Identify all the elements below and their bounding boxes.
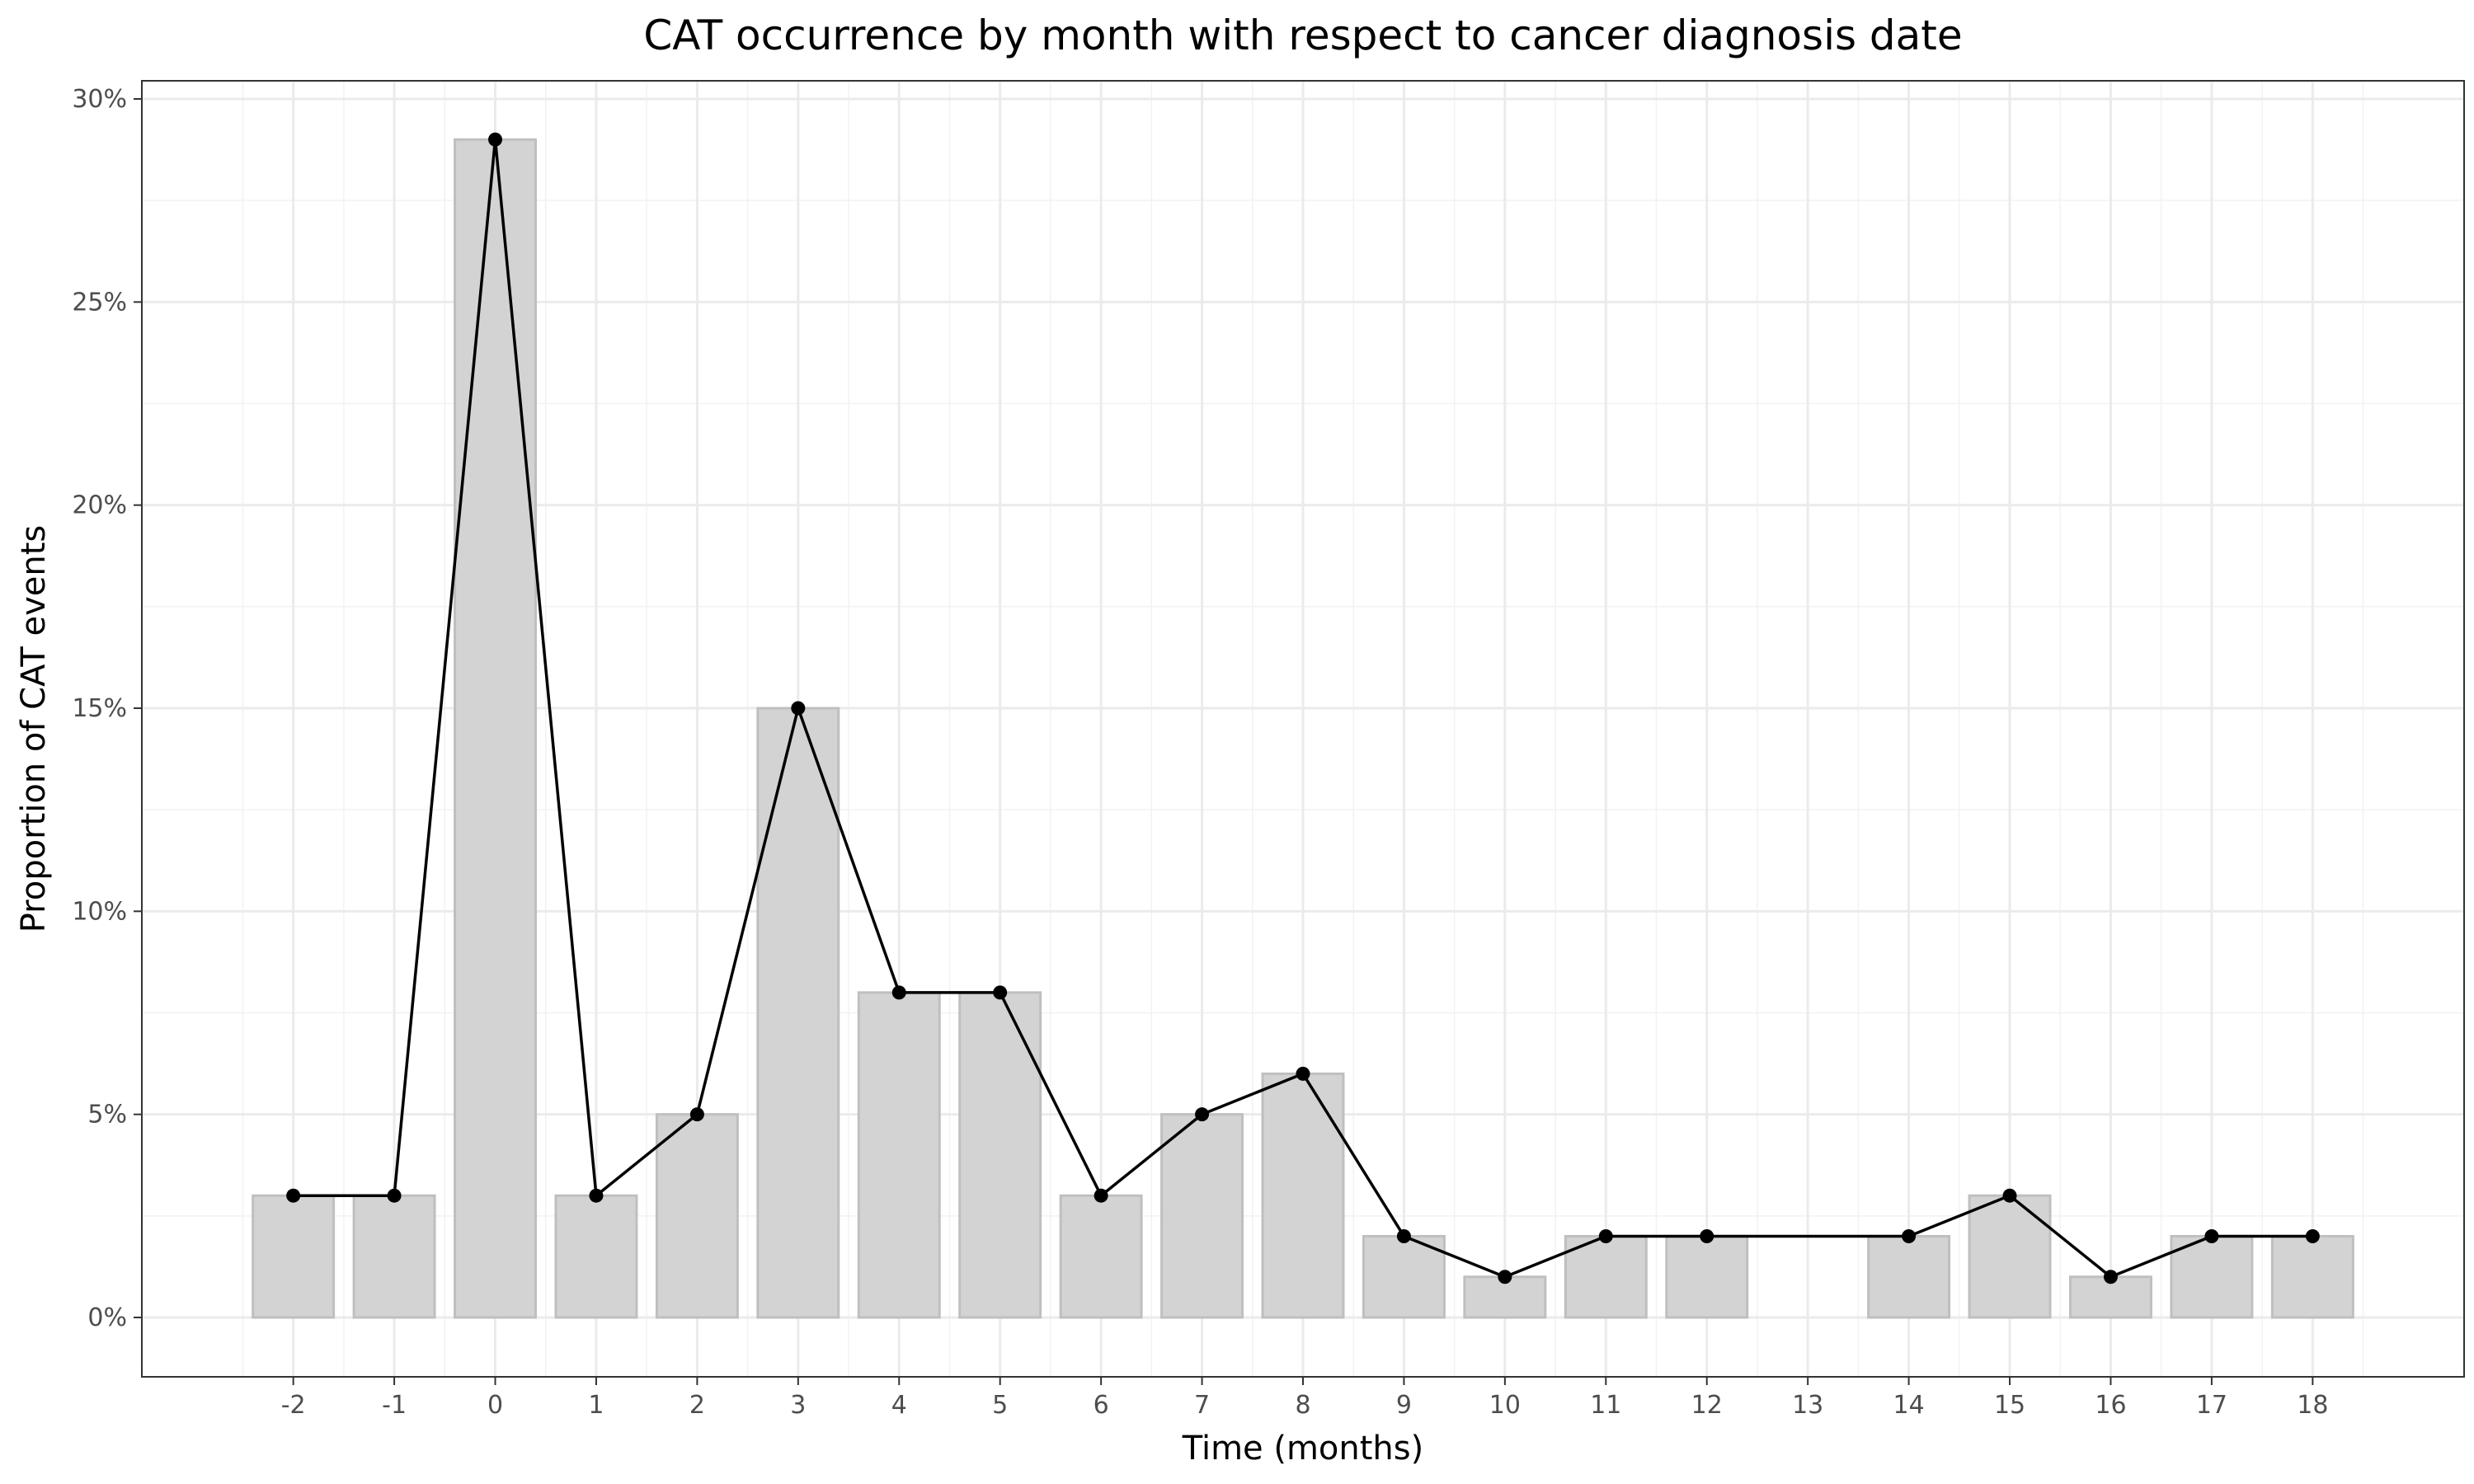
x-tick-label: 18 <box>2297 1391 2328 1420</box>
x-tick-label: 11 <box>1590 1391 1621 1420</box>
x-tick-label: -1 <box>382 1391 407 1420</box>
bar <box>454 138 537 1319</box>
x-tick-label: 5 <box>992 1391 1008 1420</box>
bar <box>1261 1072 1345 1319</box>
x-tick-label: 4 <box>891 1391 907 1420</box>
x-tick-label: 16 <box>2095 1391 2126 1420</box>
x-tick-label: 1 <box>588 1391 604 1420</box>
data-point <box>791 701 806 716</box>
series-line-path <box>293 138 2313 1279</box>
bars <box>252 138 2354 1319</box>
data-point <box>993 985 1008 1000</box>
data-point <box>1396 1228 1411 1243</box>
y-tick-label: 10% <box>72 897 127 926</box>
data-point <box>1094 1188 1108 1203</box>
data-point <box>2305 1228 2320 1243</box>
data-point <box>1700 1228 1714 1243</box>
x-axis-ticks: -2 -1 0 1 2 3 4 5 6 7 8 9 10 11 12 13 14 15 16 17 18 <box>281 1377 2328 1420</box>
bar <box>1665 1234 1749 1319</box>
x-tick-label: 12 <box>1691 1391 1723 1420</box>
data-point <box>689 1107 704 1122</box>
points <box>286 132 2320 1284</box>
y-tick-label: 25% <box>72 288 127 317</box>
bar <box>756 707 840 1319</box>
y-tick-label: 30% <box>72 85 127 114</box>
data-point <box>387 1188 402 1203</box>
bar <box>1968 1194 2052 1319</box>
x-tick-label: 8 <box>1295 1391 1310 1420</box>
bar <box>554 1194 638 1319</box>
y-axis-label: Proportion of CAT events <box>15 525 53 932</box>
x-tick-label: 10 <box>1489 1391 1521 1420</box>
series-line <box>293 138 2313 1279</box>
x-tick-label: 7 <box>1194 1391 1210 1420</box>
y-axis-ticks: 0% 5% 10% 15% 20% 25% 30% <box>72 85 142 1332</box>
x-tick-label: 0 <box>487 1391 503 1420</box>
y-tick-label: 15% <box>72 694 127 723</box>
x-tick-label: 14 <box>1893 1391 1925 1420</box>
data-point <box>1296 1066 1310 1081</box>
bar <box>2170 1234 2254 1319</box>
data-point <box>891 985 906 1000</box>
data-point <box>1598 1228 1613 1243</box>
x-tick-label: 6 <box>1094 1391 1109 1420</box>
data-point <box>2204 1228 2219 1243</box>
y-tick-label: 0% <box>87 1303 127 1332</box>
data-point <box>286 1188 301 1203</box>
bar <box>1059 1194 1143 1319</box>
bar <box>2270 1234 2354 1319</box>
bar <box>352 1194 436 1319</box>
chart-title: CAT occurrence by month with respect to … <box>643 12 1962 59</box>
y-tick-label: 5% <box>87 1101 127 1129</box>
x-tick-label: 9 <box>1396 1391 1412 1420</box>
x-tick-label: -2 <box>281 1391 306 1420</box>
x-tick-label: 13 <box>1792 1391 1823 1420</box>
x-tick-label: 17 <box>2196 1391 2227 1420</box>
bar <box>1160 1113 1244 1319</box>
data-point <box>2103 1270 2118 1284</box>
data-point <box>1902 1228 1917 1243</box>
x-tick-label: 2 <box>689 1391 705 1420</box>
bar <box>1867 1234 1951 1319</box>
data-point <box>1498 1270 1512 1284</box>
x-tick-label: 15 <box>1994 1391 2025 1420</box>
bar <box>1362 1234 1446 1319</box>
y-tick-label: 20% <box>72 491 127 520</box>
x-axis-label: Time (months) <box>1182 1430 1423 1468</box>
bar <box>252 1194 336 1319</box>
data-point <box>1195 1107 1210 1122</box>
bar <box>958 991 1042 1319</box>
data-point <box>488 132 503 147</box>
data-point <box>2002 1188 2017 1203</box>
x-tick-label: 3 <box>790 1391 806 1420</box>
data-point <box>589 1188 604 1203</box>
bar <box>655 1113 739 1319</box>
bar <box>857 991 941 1319</box>
